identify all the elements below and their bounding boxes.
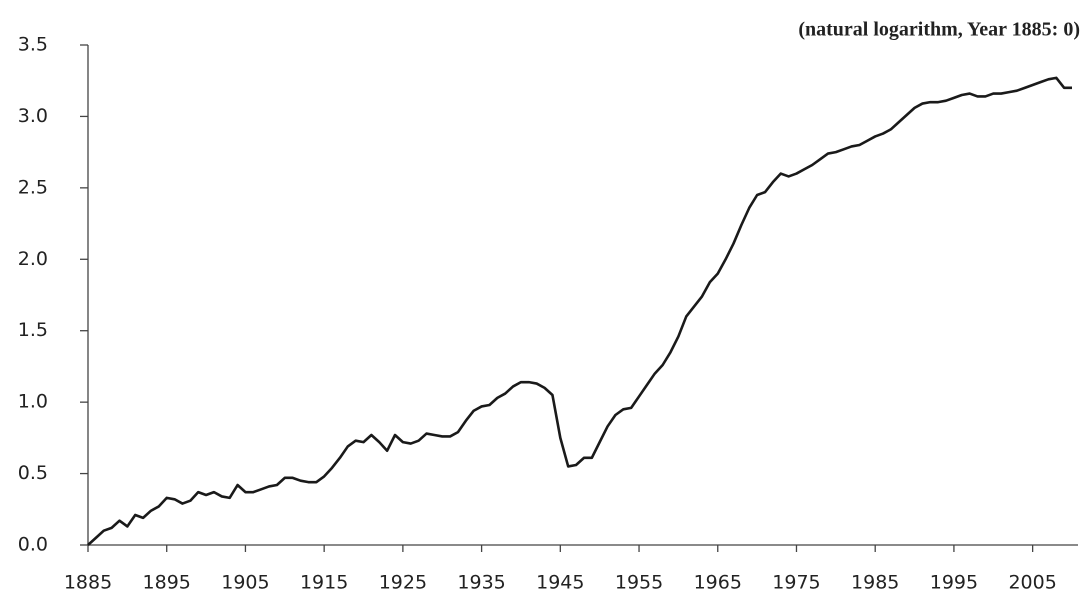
- x-tick-label: 1935: [457, 572, 505, 594]
- annotation: (natural logarithm, Year 1885: 0): [798, 19, 1080, 41]
- x-tick-label: 1955: [615, 572, 663, 594]
- x-tick-label: 1905: [221, 572, 269, 594]
- x-tick-label: 1925: [379, 572, 427, 594]
- y-tick-label: 0.0: [18, 534, 48, 556]
- y-tick-label: 2.0: [18, 248, 48, 270]
- x-tick-label: 1985: [851, 572, 899, 594]
- y-tick-label: 1.5: [18, 319, 48, 341]
- x-tick-label: 1885: [64, 572, 112, 594]
- x-tick-label: 1965: [694, 572, 742, 594]
- y-tick-label: 3.0: [18, 105, 48, 127]
- y-tick-label: 0.5: [18, 462, 48, 484]
- x-tick-label: 1975: [772, 572, 820, 594]
- line-series: [87, 76, 1072, 546]
- y-tick-label: 1.0: [18, 391, 48, 413]
- y-tick-label: 2.5: [18, 176, 48, 198]
- x-tick-label: 2005: [1008, 572, 1056, 594]
- x-tick-label: 1915: [300, 572, 348, 594]
- y-tick-label: 3.5: [18, 34, 48, 56]
- x-tick-label: 1995: [930, 572, 978, 594]
- x-tick-label: 1945: [536, 572, 584, 594]
- x-tick-label: 1895: [143, 572, 191, 594]
